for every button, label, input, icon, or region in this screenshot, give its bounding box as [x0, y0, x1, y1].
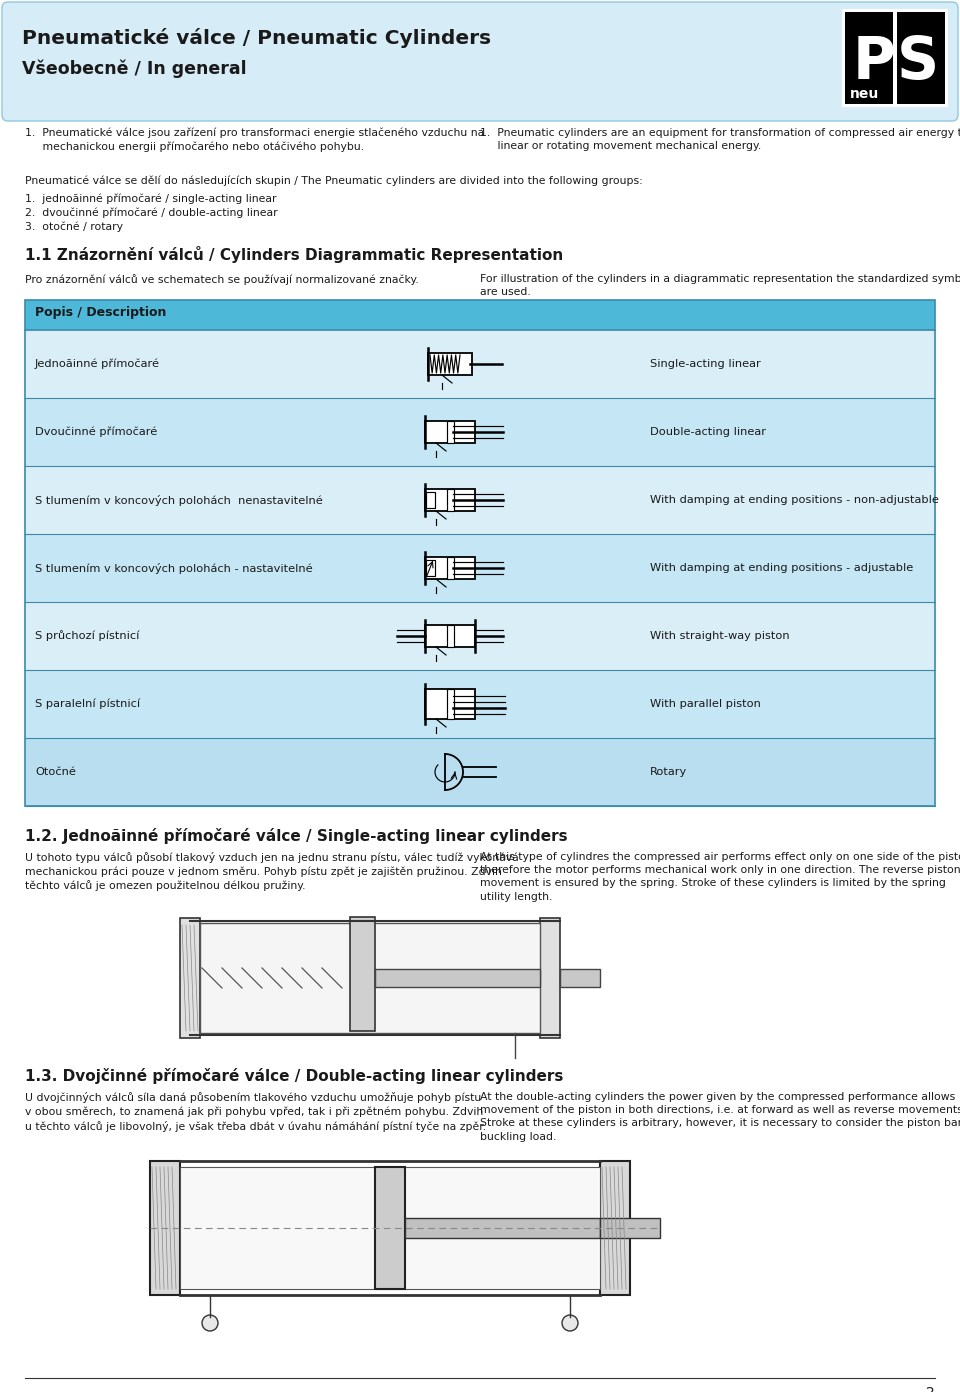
Bar — [25, 301, 935, 806]
Text: With damping at ending positions - non-adjustable: With damping at ending positions - non-a… — [650, 496, 939, 505]
Text: neu: neu — [850, 86, 879, 102]
Bar — [25, 330, 935, 398]
Bar — [25, 466, 935, 535]
Bar — [426, 491, 435, 508]
Bar — [560, 969, 600, 987]
Bar — [25, 670, 935, 738]
Text: S tlumením v koncových polohách  nenastavitelné: S tlumením v koncových polohách nenastav… — [35, 494, 323, 505]
Bar — [425, 557, 475, 579]
Text: 1.  Pneumatické válce jsou zařízení pro transformaci energie stlačeného vzduchu : 1. Pneumatické válce jsou zařízení pro t… — [25, 128, 484, 152]
Text: With damping at ending positions - adjustable: With damping at ending positions - adjus… — [650, 562, 913, 574]
Bar — [25, 601, 935, 670]
Bar — [426, 560, 435, 576]
Text: Rotary: Rotary — [650, 767, 687, 777]
Bar — [447, 689, 454, 720]
Text: Jednoãinné přímočaré: Jednoãinné přímočaré — [35, 359, 160, 369]
Text: Double-acting linear: Double-acting linear — [650, 427, 766, 437]
Bar — [150, 1161, 180, 1295]
Bar — [842, 8, 948, 107]
Bar — [447, 489, 454, 511]
Bar — [350, 917, 375, 1031]
Text: Všeobecně / In general: Všeobecně / In general — [22, 60, 247, 78]
Bar — [425, 625, 475, 647]
Text: S průchozí pístnicí: S průchozí pístnicí — [35, 631, 139, 642]
Text: 2.  dvoučinné přímočaré / double-acting linear: 2. dvoučinné přímočaré / double-acting l… — [25, 207, 277, 217]
Text: 1.  jednoãinné přímočaré / single-acting linear: 1. jednoãinné přímočaré / single-acting … — [25, 193, 276, 203]
Bar — [893, 13, 897, 104]
Bar — [845, 13, 945, 104]
Text: U dvojčinných válců síla daná působením tlakového vzduchu umožňuje pohyb pístu
v: U dvojčinných válců síla daná působením … — [25, 1091, 486, 1132]
Text: 3.  otočné / rotary: 3. otočné / rotary — [25, 221, 123, 231]
Bar — [25, 738, 935, 806]
Text: With parallel piston: With parallel piston — [650, 699, 761, 709]
Text: 1.  Pneumatic cylinders are an equipment for transformation of compressed air en: 1. Pneumatic cylinders are an equipment … — [480, 128, 960, 152]
Bar — [25, 535, 935, 601]
Bar — [428, 354, 472, 374]
Text: Popis / Description: Popis / Description — [35, 306, 166, 319]
Bar — [600, 1161, 630, 1295]
Text: 1.1 Znázornění válců / Cylinders Diagrammatic Representation: 1.1 Znázornění válců / Cylinders Diagram… — [25, 246, 564, 263]
FancyBboxPatch shape — [2, 1, 958, 121]
Text: At the double-acting cylinders the power given by the compressed performance all: At the double-acting cylinders the power… — [480, 1091, 960, 1141]
Text: Pro znázornění válců ve schematech se používají normalizované značky.: Pro znázornění válců ve schematech se po… — [25, 274, 419, 285]
Bar — [25, 301, 935, 330]
Text: S: S — [897, 33, 939, 90]
Bar — [447, 625, 454, 647]
Bar — [600, 1218, 660, 1237]
Bar — [25, 398, 935, 466]
Circle shape — [202, 1315, 218, 1331]
Bar — [375, 969, 540, 987]
Bar — [425, 420, 475, 443]
Text: Dvoučinné přímočaré: Dvoučinné přímočaré — [35, 427, 157, 437]
Text: 1.2. Jednoãinné přímočaré válce / Single-acting linear cylinders: 1.2. Jednoãinné přímočaré válce / Single… — [25, 828, 567, 844]
Text: U tohoto typu válců působí tlakový vzduch jen na jednu stranu pístu, válec tudíž: U tohoto typu válců působí tlakový vzduc… — [25, 852, 518, 891]
Bar — [180, 1166, 600, 1289]
Text: 2: 2 — [926, 1386, 935, 1392]
Bar — [375, 1166, 405, 1289]
Bar — [540, 917, 560, 1038]
Text: Pneumatické válce / Pneumatic Cylinders: Pneumatické válce / Pneumatic Cylinders — [22, 28, 492, 47]
Text: S paralelní pístnicí: S paralelní pístnicí — [35, 699, 140, 710]
Text: With straight-way piston: With straight-way piston — [650, 631, 790, 640]
Circle shape — [562, 1315, 578, 1331]
Text: For illustration of the cylinders in a diagrammatic representation the standardi: For illustration of the cylinders in a d… — [480, 274, 960, 298]
Text: Single-acting linear: Single-acting linear — [650, 359, 760, 369]
Bar — [447, 557, 454, 579]
Text: At this type of cylindres the compressed air performs effect only on one side of: At this type of cylindres the compressed… — [480, 852, 960, 902]
Bar — [447, 420, 454, 443]
Text: P: P — [853, 33, 896, 90]
Bar — [200, 923, 540, 1033]
Text: Otočné: Otočné — [35, 767, 76, 777]
Text: S tlumením v koncových polohách - nastavitelné: S tlumením v koncových polohách - nastav… — [35, 562, 313, 574]
Bar — [405, 1218, 600, 1237]
Bar — [425, 489, 475, 511]
Bar — [425, 689, 475, 720]
Text: 1.3. Dvojčinné přímočaré válce / Double-acting linear cylinders: 1.3. Dvojčinné přímočaré válce / Double-… — [25, 1068, 564, 1084]
Text: Pneumaticé válce se dělí do následujících skupin / The Pneumatic cylinders are d: Pneumaticé válce se dělí do následujícíc… — [25, 175, 643, 185]
Bar — [180, 917, 200, 1038]
